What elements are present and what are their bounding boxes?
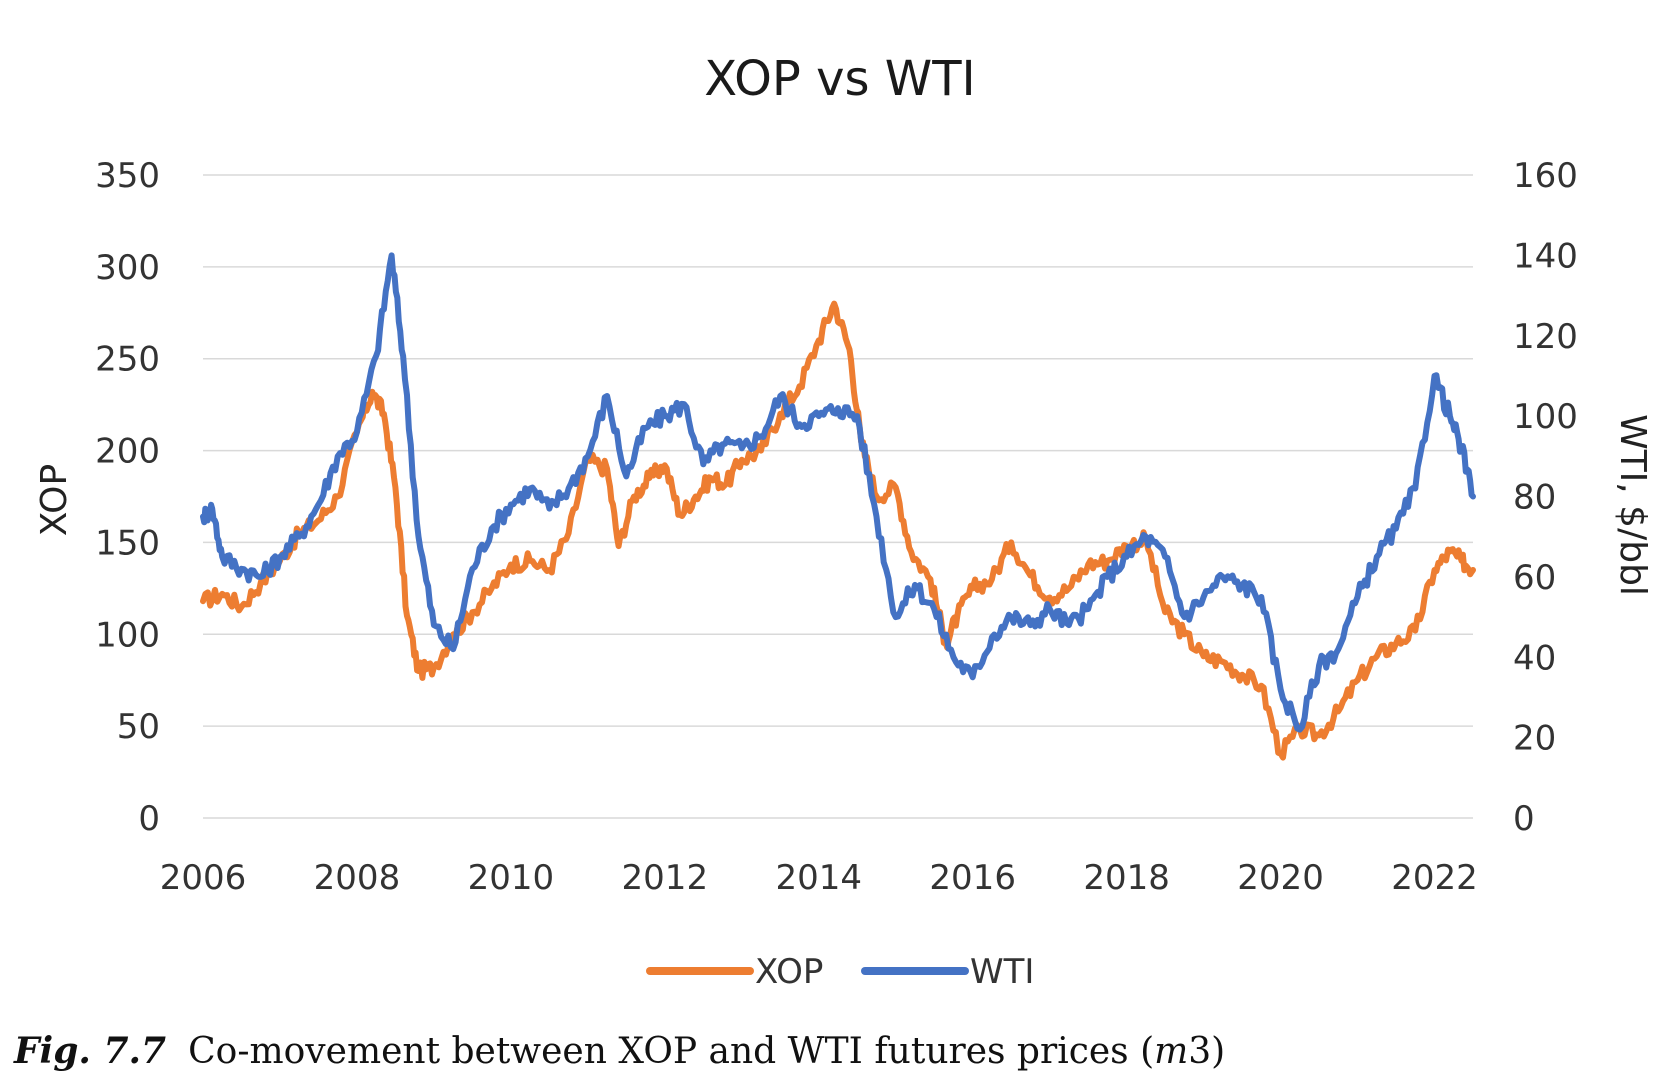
x-tick-label: 2008 — [314, 858, 401, 898]
y-tick-label: 100 — [95, 615, 160, 655]
y2-axis-ticks: 0 20 40 60 80 100 120 140 160 — [1513, 156, 1578, 839]
y2-tick-label: 160 — [1513, 156, 1578, 196]
y-axis-title: XOP — [34, 464, 75, 536]
chart-title: XOP vs WTI — [704, 51, 975, 107]
figure-label: Fig. 7.7 — [14, 1030, 167, 1072]
x-tick-label: 2016 — [929, 858, 1016, 898]
y-tick-label: 50 — [117, 707, 160, 747]
y2-tick-label: 140 — [1513, 236, 1578, 276]
series-line-xop — [200, 300, 1476, 761]
x-tick-label: 2006 — [160, 858, 247, 898]
y2-tick-label: 60 — [1513, 558, 1556, 598]
y2-axis-title: WTI, $/bbl — [1612, 414, 1653, 596]
x-tick-label: 2010 — [468, 858, 555, 898]
y-axis-ticks: 0 50 100 150 200 250 300 350 — [95, 156, 160, 839]
x-axis-ticks: 2006 2008 2010 2012 2014 2016 2018 2020 2022 — [160, 858, 1478, 898]
x-tick-label: 2022 — [1391, 858, 1478, 898]
x-tick-label: 2012 — [622, 858, 709, 898]
y-tick-label: 0 — [138, 799, 160, 839]
legend-label-xop: XOP — [755, 952, 823, 992]
caption-text-end: 3) — [1188, 1031, 1226, 1072]
y2-tick-label: 120 — [1513, 317, 1578, 357]
x-tick-label: 2018 — [1083, 858, 1170, 898]
legend: XOP WTI — [646, 952, 1034, 992]
caption-text: Co-movement between XOP and WTI futures … — [188, 1031, 1155, 1072]
gridlines — [203, 174, 1473, 819]
y-tick-label: 150 — [95, 523, 160, 563]
x-tick-label: 2020 — [1237, 858, 1324, 898]
y2-tick-label: 100 — [1513, 397, 1578, 437]
y2-tick-label: 0 — [1513, 799, 1535, 839]
figure-caption: Fig. 7.7 Co-movement between XOP and WTI … — [14, 1030, 1225, 1072]
y-tick-label: 300 — [95, 248, 160, 288]
y-tick-label: 250 — [95, 340, 160, 380]
legend-label-wti: WTI — [970, 952, 1034, 992]
caption-italic: m — [1154, 1031, 1189, 1072]
y-tick-label: 200 — [95, 432, 160, 472]
chart: XOP vs WTI 0 50 100 150 200 250 300 350 0 20 40 60… — [34, 51, 1653, 992]
x-tick-label: 2014 — [775, 858, 862, 898]
y2-tick-label: 80 — [1513, 478, 1556, 518]
y2-tick-label: 20 — [1513, 719, 1556, 759]
y-tick-label: 350 — [95, 156, 160, 196]
series-lines — [200, 252, 1476, 761]
series-line-wti — [200, 252, 1476, 733]
y2-tick-label: 40 — [1513, 638, 1556, 678]
